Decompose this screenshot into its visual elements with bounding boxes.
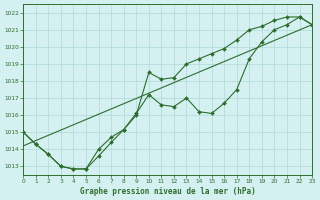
X-axis label: Graphe pression niveau de la mer (hPa): Graphe pression niveau de la mer (hPa) <box>80 187 256 196</box>
